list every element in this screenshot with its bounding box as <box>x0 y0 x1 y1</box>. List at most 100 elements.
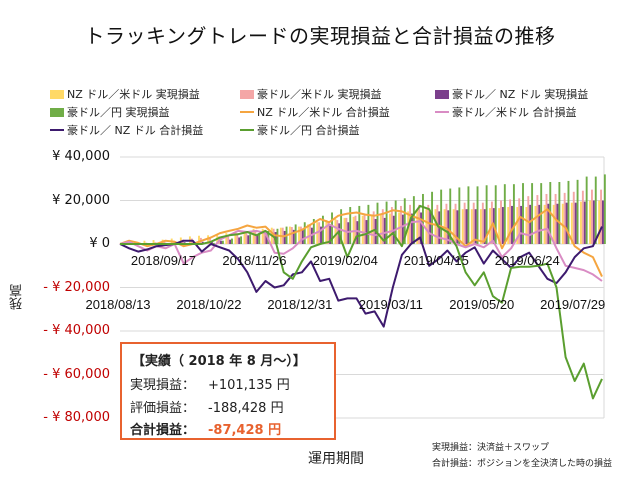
bar <box>431 191 434 244</box>
realized-value: +101,135 円 <box>208 378 290 393</box>
legend-label: 豪ドル／円 実現損益 <box>67 106 170 119</box>
bar <box>445 203 448 244</box>
series-line <box>120 204 603 400</box>
bar <box>570 202 573 244</box>
bar <box>520 205 523 244</box>
bar <box>427 204 430 244</box>
legend-line <box>435 111 449 113</box>
bar <box>329 224 332 244</box>
bar <box>422 193 424 244</box>
bar <box>591 189 593 244</box>
x-tick-label: 2018/11/26 <box>222 253 287 268</box>
bar <box>198 235 200 244</box>
bar <box>254 230 257 244</box>
bar <box>585 176 588 244</box>
series-line <box>119 220 603 282</box>
bar <box>381 209 384 244</box>
bar <box>347 222 350 244</box>
bar <box>358 205 361 244</box>
bar <box>385 201 388 244</box>
summary-heading: 【実績（ 2018 年 8 月～）】 <box>132 354 306 369</box>
bar <box>327 221 330 244</box>
bar <box>483 209 486 244</box>
bar <box>225 233 228 244</box>
bar <box>400 205 402 244</box>
bar <box>567 180 570 244</box>
y-axis-title: 残高 <box>10 284 25 310</box>
bar <box>283 230 286 244</box>
bar <box>501 207 504 244</box>
legend-label: 豪ドル／米ドル 実現損益 <box>257 88 382 101</box>
bar <box>236 233 239 244</box>
bar <box>367 204 370 244</box>
bar <box>383 217 386 244</box>
bar <box>600 189 602 244</box>
bar <box>263 229 266 244</box>
x-tick-label: 2018/09/17 <box>130 253 197 268</box>
bar <box>229 239 232 244</box>
legend-item: NZ ドル／米ドル 実現損益 <box>50 86 200 102</box>
bar <box>452 209 455 244</box>
bar <box>301 228 304 244</box>
bar <box>512 184 515 244</box>
legend-label: 豪ドル／ NZ ドル 実現損益 <box>452 88 589 101</box>
bar <box>349 207 352 244</box>
series-line <box>119 208 603 278</box>
y-tick-label: - ¥ 20,000 <box>43 279 110 295</box>
x-tick-label: 2019/07/29 <box>540 297 606 312</box>
bar <box>231 238 233 244</box>
bar <box>207 235 210 244</box>
bar <box>516 207 519 244</box>
bar <box>307 224 310 244</box>
bar <box>602 200 604 244</box>
x-tick-label: 2019/06/24 <box>494 253 560 268</box>
bar <box>543 204 546 244</box>
note-total: 合計損益：ポジションを全決済した時の損益 <box>432 459 613 469</box>
bar <box>467 186 470 244</box>
bar <box>409 204 412 244</box>
y-tick-label: ¥ 20,000 <box>52 192 110 208</box>
legend-item: 豪ドル／円 実現損益 <box>50 104 170 120</box>
bar <box>320 226 322 244</box>
unrealized-label: 評価損益： <box>130 401 196 416</box>
legend-swatch <box>50 107 64 117</box>
bar <box>494 185 497 244</box>
bar <box>238 237 241 244</box>
bar <box>331 212 333 244</box>
bar <box>465 209 468 244</box>
x-axis-title: 運用期間 <box>308 451 364 467</box>
bar <box>243 230 246 244</box>
bar <box>594 176 597 244</box>
note-realized: 実現損益：決済益＋スワップ <box>432 443 550 453</box>
bar <box>309 224 311 244</box>
bar <box>325 220 328 244</box>
legend-label: 豪ドル／円 合計損益 <box>257 124 360 137</box>
bar <box>580 201 582 244</box>
bar <box>234 232 237 244</box>
bar <box>518 198 521 244</box>
bar <box>240 236 243 244</box>
bar <box>447 210 450 244</box>
bar <box>261 228 264 244</box>
bar <box>418 204 421 244</box>
bar <box>572 191 575 244</box>
bar <box>583 201 586 244</box>
bar <box>361 215 364 244</box>
bar <box>531 183 534 244</box>
realized-label: 実現損益： <box>130 378 196 393</box>
bar <box>511 205 513 244</box>
bar <box>288 226 291 244</box>
bar <box>574 202 577 244</box>
legend-item: 豪ドル／ NZ ドル 合計損益 <box>50 122 203 138</box>
legend-line <box>50 129 64 131</box>
bar <box>294 224 297 244</box>
unrealized-value: -188,428 円 <box>208 401 284 416</box>
legend-line <box>240 129 254 131</box>
bar <box>603 174 606 244</box>
bar <box>556 203 559 244</box>
bar <box>334 218 337 244</box>
bar <box>545 193 548 244</box>
bar <box>363 213 366 244</box>
total-value: -87,428 円 <box>208 423 282 438</box>
